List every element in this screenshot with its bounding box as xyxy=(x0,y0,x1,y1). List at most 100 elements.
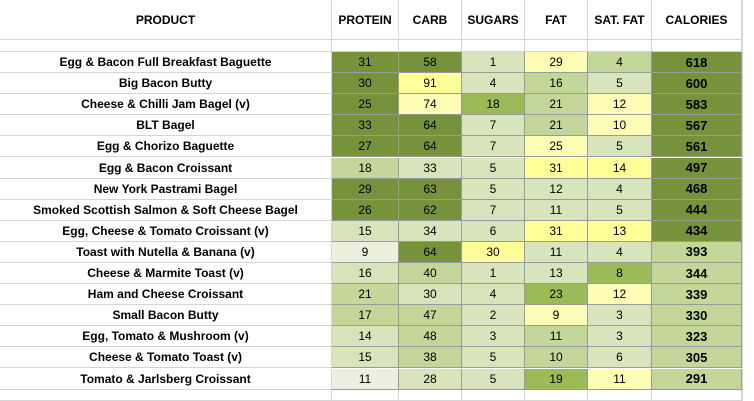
product-cell[interactable]: Cheese & Chilli Jam Bagel (v) xyxy=(0,94,332,116)
calories-cell[interactable]: 323 xyxy=(652,326,742,348)
sat-fat-cell[interactable]: 3 xyxy=(588,326,652,348)
sugars-cell[interactable]: 1 xyxy=(462,263,525,285)
fat-cell[interactable]: 29 xyxy=(525,52,588,74)
fat-cell[interactable]: 11 xyxy=(525,326,588,348)
blank-cell[interactable] xyxy=(652,40,742,52)
blank-cell[interactable] xyxy=(588,389,652,401)
calories-cell[interactable]: 468 xyxy=(652,178,742,200)
fat-cell[interactable]: 31 xyxy=(525,157,588,179)
calories-cell[interactable]: 497 xyxy=(652,157,742,179)
blank-cell[interactable] xyxy=(462,389,525,401)
carb-cell[interactable]: 62 xyxy=(399,199,462,221)
fat-cell[interactable]: 31 xyxy=(525,220,588,242)
sat-fat-cell[interactable]: 11 xyxy=(588,368,652,390)
header-sat-fat[interactable]: SAT. FAT xyxy=(588,0,652,40)
carb-cell[interactable]: 30 xyxy=(399,284,462,306)
carb-cell[interactable]: 63 xyxy=(399,178,462,200)
blank-cell[interactable] xyxy=(652,389,742,401)
carb-cell[interactable]: 48 xyxy=(399,326,462,348)
header-sugars[interactable]: SUGARS xyxy=(462,0,525,40)
sugars-cell[interactable]: 5 xyxy=(462,178,525,200)
protein-cell[interactable]: 31 xyxy=(332,52,399,74)
protein-cell[interactable]: 29 xyxy=(332,178,399,200)
sat-fat-cell[interactable]: 5 xyxy=(588,199,652,221)
sat-fat-cell[interactable]: 4 xyxy=(588,178,652,200)
blank-cell[interactable] xyxy=(462,40,525,52)
fat-cell[interactable]: 23 xyxy=(525,284,588,306)
carb-cell[interactable]: 28 xyxy=(399,368,462,390)
product-cell[interactable]: Toast with Nutella & Banana (v) xyxy=(0,241,332,263)
blank-cell[interactable] xyxy=(525,389,588,401)
sugars-cell[interactable]: 18 xyxy=(462,94,525,116)
sugars-cell[interactable]: 4 xyxy=(462,284,525,306)
sugars-cell[interactable]: 3 xyxy=(462,326,525,348)
blank-cell[interactable] xyxy=(399,40,462,52)
sat-fat-cell[interactable]: 5 xyxy=(588,136,652,158)
protein-cell[interactable]: 15 xyxy=(332,347,399,369)
product-cell[interactable]: Smoked Scottish Salmon & Soft Cheese Bag… xyxy=(0,199,332,221)
sugars-cell[interactable]: 5 xyxy=(462,157,525,179)
protein-cell[interactable]: 27 xyxy=(332,136,399,158)
header-carb[interactable]: CARB xyxy=(399,0,462,40)
fat-cell[interactable]: 25 xyxy=(525,136,588,158)
sugars-cell[interactable]: 1 xyxy=(462,52,525,74)
carb-cell[interactable]: 38 xyxy=(399,347,462,369)
protein-cell[interactable]: 14 xyxy=(332,326,399,348)
protein-cell[interactable]: 16 xyxy=(332,263,399,285)
calories-cell[interactable]: 330 xyxy=(652,305,742,327)
sugars-cell[interactable]: 2 xyxy=(462,305,525,327)
sat-fat-cell[interactable]: 10 xyxy=(588,115,652,137)
sugars-cell[interactable]: 7 xyxy=(462,115,525,137)
calories-cell[interactable]: 561 xyxy=(652,136,742,158)
calories-cell[interactable]: 618 xyxy=(652,52,742,74)
calories-cell[interactable]: 567 xyxy=(652,115,742,137)
carb-cell[interactable]: 47 xyxy=(399,305,462,327)
sat-fat-cell[interactable]: 13 xyxy=(588,220,652,242)
sat-fat-cell[interactable]: 4 xyxy=(588,241,652,263)
sat-fat-cell[interactable]: 3 xyxy=(588,305,652,327)
sat-fat-cell[interactable]: 12 xyxy=(588,284,652,306)
calories-cell[interactable]: 583 xyxy=(652,94,742,116)
sat-fat-cell[interactable]: 4 xyxy=(588,52,652,74)
product-cell[interactable]: Egg & Bacon Croissant xyxy=(0,157,332,179)
blank-cell[interactable] xyxy=(525,40,588,52)
blank-cell[interactable] xyxy=(0,389,332,401)
product-cell[interactable]: Egg & Bacon Full Breakfast Baguette xyxy=(0,52,332,74)
sat-fat-cell[interactable]: 6 xyxy=(588,347,652,369)
sat-fat-cell[interactable]: 12 xyxy=(588,94,652,116)
product-cell[interactable]: BLT Bagel xyxy=(0,115,332,137)
product-cell[interactable]: Egg & Chorizo Baguette xyxy=(0,136,332,158)
protein-cell[interactable]: 25 xyxy=(332,94,399,116)
header-fat[interactable]: FAT xyxy=(525,0,588,40)
product-cell[interactable]: Tomato & Jarlsberg Croissant xyxy=(0,368,332,390)
protein-cell[interactable]: 15 xyxy=(332,220,399,242)
calories-cell[interactable]: 291 xyxy=(652,368,742,390)
calories-cell[interactable]: 393 xyxy=(652,241,742,263)
protein-cell[interactable]: 26 xyxy=(332,199,399,221)
fat-cell[interactable]: 12 xyxy=(525,178,588,200)
blank-cell[interactable] xyxy=(0,40,332,52)
carb-cell[interactable]: 64 xyxy=(399,136,462,158)
product-cell[interactable]: Egg, Tomato & Mushroom (v) xyxy=(0,326,332,348)
calories-cell[interactable]: 339 xyxy=(652,284,742,306)
calories-cell[interactable]: 344 xyxy=(652,263,742,285)
blank-cell[interactable] xyxy=(332,389,399,401)
sugars-cell[interactable]: 7 xyxy=(462,136,525,158)
blank-cell[interactable] xyxy=(332,40,399,52)
product-cell[interactable]: Egg, Cheese & Tomato Croissant (v) xyxy=(0,220,332,242)
product-cell[interactable]: Small Bacon Butty xyxy=(0,305,332,327)
sugars-cell[interactable]: 7 xyxy=(462,199,525,221)
protein-cell[interactable]: 33 xyxy=(332,115,399,137)
carb-cell[interactable]: 91 xyxy=(399,73,462,95)
sugars-cell[interactable]: 5 xyxy=(462,347,525,369)
fat-cell[interactable]: 11 xyxy=(525,241,588,263)
sat-fat-cell[interactable]: 14 xyxy=(588,157,652,179)
blank-cell[interactable] xyxy=(588,40,652,52)
sat-fat-cell[interactable]: 8 xyxy=(588,263,652,285)
product-cell[interactable]: Big Bacon Butty xyxy=(0,73,332,95)
fat-cell[interactable]: 21 xyxy=(525,94,588,116)
protein-cell[interactable]: 11 xyxy=(332,368,399,390)
carb-cell[interactable]: 34 xyxy=(399,220,462,242)
protein-cell[interactable]: 18 xyxy=(332,157,399,179)
sugars-cell[interactable]: 30 xyxy=(462,241,525,263)
